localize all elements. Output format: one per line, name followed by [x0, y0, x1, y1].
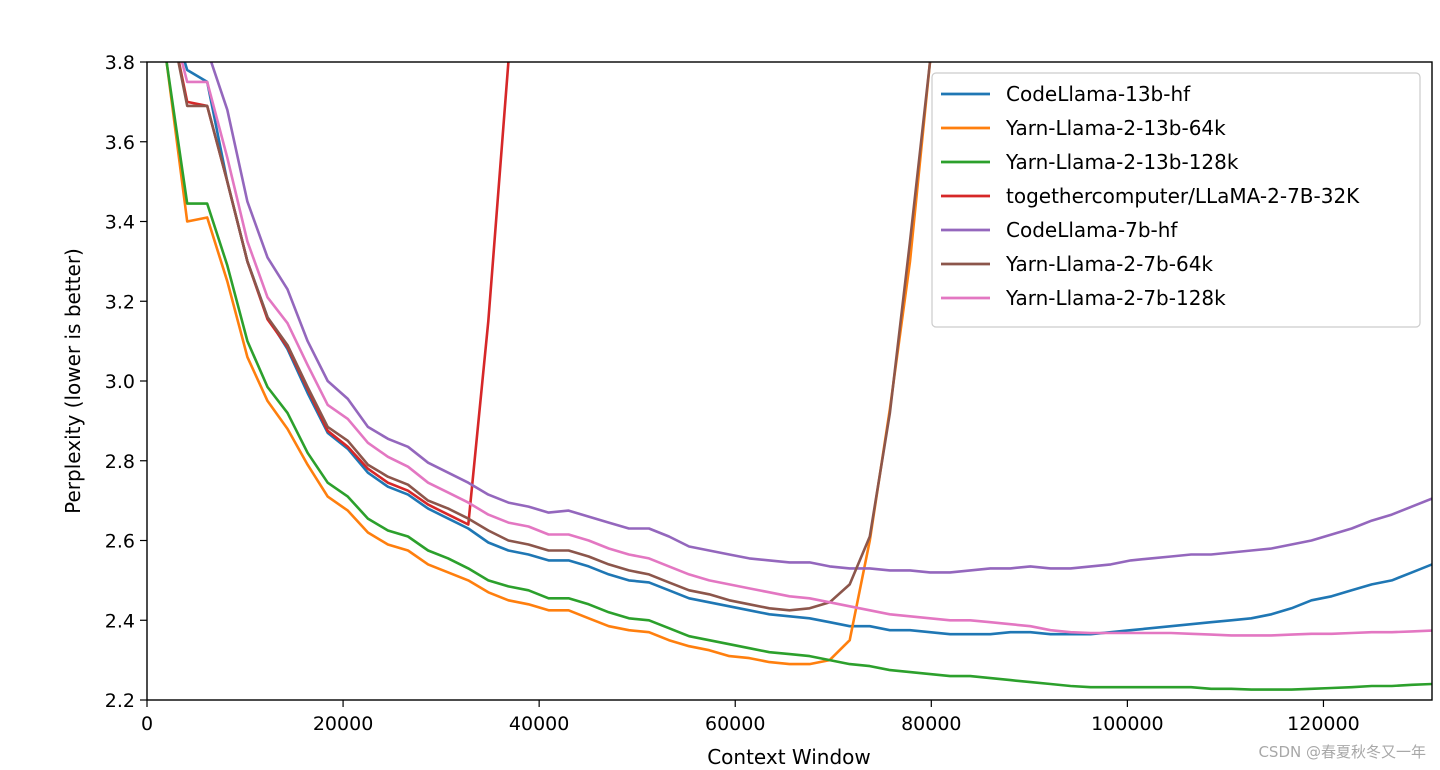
y-axis-label: Perplexity (lower is better): [61, 248, 85, 514]
legend-label-togethercomputer-llama-2-7b-32k: togethercomputer/LLaMA-2-7B-32K: [1006, 184, 1360, 208]
x-tick-label: 60000: [705, 713, 765, 735]
y-tick-label: 3.0: [105, 371, 135, 393]
y-tick-label: 2.6: [105, 531, 135, 553]
series-line-yarn-llama-2-7b-64k: [177, 62, 932, 612]
series-line-codellama-7b-hf: [209, 62, 1432, 574]
series-layer: [165, 62, 1432, 691]
legend-label-codellama-7b-hf: CodeLlama-7b-hf: [1006, 218, 1178, 242]
legend-label-yarn-llama-2-7b-64k: Yarn-Llama-2-7b-64k: [1005, 252, 1213, 276]
series-line-yarn-llama-2-7b-128k: [180, 62, 1432, 637]
legend-label-yarn-llama-2-7b-128k: Yarn-Llama-2-7b-128k: [1005, 286, 1226, 310]
legend-label-yarn-llama-2-13b-128k: Yarn-Llama-2-13b-128k: [1005, 150, 1239, 174]
x-tick-label: 80000: [901, 713, 961, 735]
y-tick-label: 2.8: [105, 451, 135, 473]
legend-box: [931, 72, 1421, 328]
y-tick-label: 3.6: [105, 132, 135, 154]
x-tick-label: 100000: [1091, 713, 1164, 735]
x-tick-label: 20000: [313, 713, 373, 735]
series-line-yarn-llama-2-13b-64k: [165, 62, 932, 666]
x-axis-label: Context Window: [707, 745, 871, 769]
legend-label-yarn-llama-2-13b-64k: Yarn-Llama-2-13b-64k: [1005, 116, 1226, 140]
y-tick-label: 3.8: [105, 52, 135, 74]
series-line-codellama-13b-hf: [183, 62, 1432, 636]
x-tick-label: 40000: [509, 713, 569, 735]
y-tick-label: 2.4: [105, 610, 135, 632]
legend-label-codellama-13b-hf: CodeLlama-13b-hf: [1006, 82, 1191, 106]
x-tick-label: 0: [141, 713, 153, 735]
y-tick-label: 3.2: [105, 291, 135, 313]
x-tick-label: 120000: [1287, 713, 1360, 735]
y-tick-label: 2.2: [105, 690, 135, 712]
legend: CodeLlama-13b-hf Yarn-Llama-2-13b-64k Yarn…: [931, 72, 1421, 328]
y-tick-label: 3.4: [105, 212, 135, 234]
y-axis-ticks: 2.2 2.4 2.6 2.8 3.0 3.2 3.4 3.6 3.8: [105, 52, 147, 712]
x-axis-ticks: 0 20000 40000 60000 80000 100000 120000: [141, 700, 1360, 735]
series-line-yarn-llama-2-13b-128k: [165, 62, 1432, 691]
watermark-text: CSDN @春夏秋冬又一年: [1258, 743, 1426, 761]
